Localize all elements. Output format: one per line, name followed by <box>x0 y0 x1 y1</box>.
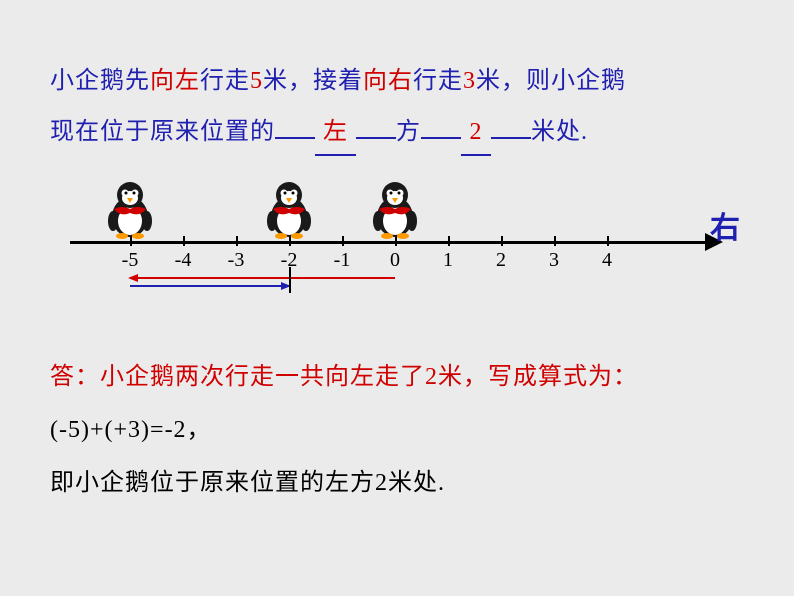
blank <box>421 137 461 139</box>
red-arrow-head-icon <box>128 274 138 282</box>
answer-prefix: 答： <box>50 364 100 390</box>
tick-label: -3 <box>228 249 245 272</box>
blank <box>356 137 396 139</box>
tick <box>236 236 238 246</box>
text: 行走 <box>200 68 250 94</box>
tick <box>183 236 185 246</box>
tick-label: -1 <box>334 249 351 272</box>
penguin <box>259 179 319 239</box>
text: 行走 <box>413 68 463 94</box>
tick <box>448 236 450 246</box>
dir-right: 向右 <box>363 68 413 94</box>
answer-text2: 即小企鹅位于原来位置的左方2米处. <box>50 457 744 510</box>
tick <box>554 236 556 246</box>
blank2: 2 <box>461 111 491 156</box>
problem-line1: 小企鹅先向左行走5米，接着向右行走3米，则小企鹅 <box>50 60 744 103</box>
text: 方 <box>396 119 421 145</box>
text: 米，则小企鹅 <box>476 68 626 94</box>
num5: 5 <box>250 68 263 94</box>
axis-line <box>70 241 710 244</box>
num3: 3 <box>463 68 476 94</box>
blue-arrow-line <box>130 285 289 287</box>
penguin <box>100 179 160 239</box>
tick-label: 2 <box>496 249 506 272</box>
text: 小企鹅先 <box>50 68 150 94</box>
dir-left: 向左 <box>150 68 200 94</box>
right-label: 右 <box>710 203 740 247</box>
blank <box>275 137 315 139</box>
penguin-icon <box>100 179 160 239</box>
tick-label: 0 <box>390 249 400 272</box>
tick <box>342 236 344 246</box>
blank <box>491 137 531 139</box>
vertical-marker <box>289 267 291 293</box>
number-line-diagram: 右 -5-4-3-2-101234 <box>70 171 770 311</box>
answer-text1: 小企鹅两次行走一共向左走了2米，写成算式为： <box>100 364 638 390</box>
blank1: 左 <box>315 111 356 156</box>
penguin <box>365 179 425 239</box>
text: 现在位于原来位置的 <box>50 119 275 145</box>
tick-label: -4 <box>175 249 192 272</box>
red-arrow-line <box>130 277 395 279</box>
tick-label: -5 <box>122 249 139 272</box>
answer-block: 答：小企鹅两次行走一共向左走了2米，写成算式为： (-5)+(+3)=-2， 即… <box>50 351 744 509</box>
penguin-icon <box>365 179 425 239</box>
text: 米处. <box>531 119 588 145</box>
answer-equation: (-5)+(+3)=-2， <box>50 404 744 457</box>
tick-label: 3 <box>549 249 559 272</box>
problem-line2: 现在位于原来位置的 左 方 2 米处. <box>50 111 744 156</box>
tick <box>607 236 609 246</box>
tick-label: 4 <box>602 249 612 272</box>
penguin-icon <box>259 179 319 239</box>
tick <box>501 236 503 246</box>
tick-label: 1 <box>443 249 453 272</box>
text: 米，接着 <box>263 68 363 94</box>
